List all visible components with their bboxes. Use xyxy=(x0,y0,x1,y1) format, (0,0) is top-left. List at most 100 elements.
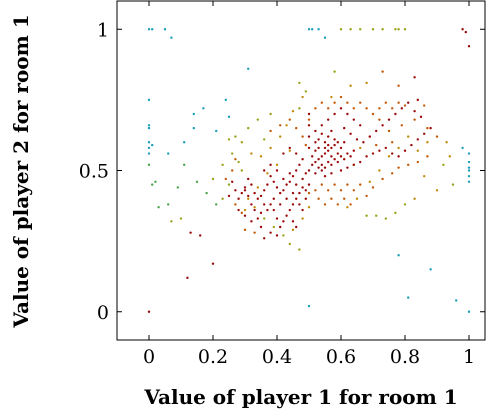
scatter-point xyxy=(323,203,327,206)
scatter-point xyxy=(467,152,471,155)
x-tick-label: 0 xyxy=(143,346,155,368)
scatter-point xyxy=(362,141,365,144)
scatter-point xyxy=(269,146,272,150)
scatter-point xyxy=(263,169,266,172)
scatter-point xyxy=(307,183,311,186)
scatter-point xyxy=(307,206,311,209)
scatter-point xyxy=(403,28,407,31)
scatter-point xyxy=(359,124,362,127)
scatter-point xyxy=(288,149,291,152)
scatter-point xyxy=(394,211,397,215)
scatter-point xyxy=(423,104,426,107)
x-axis-title: Value of player 1 for room 1 xyxy=(143,385,457,409)
scatter-point xyxy=(291,220,295,223)
scatter-point xyxy=(461,28,464,31)
scatter-point xyxy=(301,95,304,99)
scatter-point xyxy=(333,158,336,161)
scatter-point xyxy=(285,183,288,186)
scatter-point xyxy=(397,254,400,257)
scatter-point xyxy=(269,231,272,234)
scatter-point xyxy=(352,149,355,152)
scatter-point xyxy=(157,206,160,209)
scatter-point xyxy=(301,177,304,181)
scatter-point xyxy=(253,208,256,212)
scatter-point xyxy=(317,146,320,150)
scatter-point xyxy=(272,197,275,200)
scatter-point xyxy=(343,126,346,130)
scatter-point xyxy=(298,203,301,206)
scatter-point xyxy=(371,152,375,155)
scatter-point xyxy=(323,152,327,155)
scatter-point xyxy=(426,141,429,144)
scatter-point xyxy=(231,180,234,183)
scatter-point xyxy=(243,208,247,212)
scatter-point xyxy=(314,149,317,152)
scatter-point xyxy=(263,203,266,206)
scatter-point xyxy=(307,304,311,308)
scatter-point xyxy=(307,124,311,127)
scatter-point xyxy=(346,152,349,155)
scatter-point xyxy=(346,183,349,186)
scatter-point xyxy=(298,163,301,167)
scatter-point xyxy=(330,163,333,167)
scatter-point xyxy=(467,174,471,178)
scatter-point xyxy=(461,146,464,150)
scatter-point xyxy=(365,81,368,85)
scatter-point xyxy=(317,197,320,200)
scatter-point xyxy=(339,169,343,172)
scatter-point xyxy=(378,107,381,110)
scatter-point xyxy=(397,155,400,158)
scatter-point xyxy=(285,197,288,200)
scatter-point xyxy=(413,76,416,79)
scatter-point xyxy=(269,163,272,167)
scatter-point xyxy=(256,217,259,220)
scatter-point xyxy=(307,191,311,195)
scatter-point xyxy=(365,194,368,198)
scatter-point xyxy=(272,208,275,212)
scatter-point xyxy=(343,197,346,200)
scatter-point xyxy=(227,115,231,119)
scatter-point xyxy=(381,124,384,127)
scatter-point xyxy=(336,203,339,206)
scatter-point xyxy=(323,174,327,178)
scatter-point xyxy=(314,107,317,110)
scatter-point xyxy=(301,217,304,220)
scatter-point xyxy=(397,101,400,104)
scatter-point xyxy=(147,126,151,130)
scatter-point xyxy=(314,129,317,133)
scatter-point xyxy=(215,129,218,133)
scatter-point xyxy=(304,172,307,175)
scatter-point xyxy=(240,141,243,144)
scatter-point xyxy=(397,28,400,31)
scatter-point xyxy=(256,186,259,189)
scatter-point xyxy=(202,107,205,110)
scatter-point xyxy=(451,183,455,186)
scatter-point xyxy=(247,177,250,181)
y-tick-label: 0 xyxy=(97,302,109,324)
scatter-point xyxy=(147,152,151,155)
scatter-point xyxy=(381,28,384,31)
scatter-point xyxy=(291,191,295,195)
scatter-point xyxy=(295,169,298,172)
y-tick-label: 1 xyxy=(97,19,109,41)
scatter-point xyxy=(317,158,320,161)
scatter-point xyxy=(291,203,295,206)
scatter-point xyxy=(307,118,311,121)
scatter-point xyxy=(339,189,343,192)
scatter-point xyxy=(234,189,237,192)
scatter-point xyxy=(378,118,381,121)
scatter-point xyxy=(371,186,375,189)
scatter-point xyxy=(467,310,471,313)
scatter-point xyxy=(295,126,298,130)
scatter-point xyxy=(237,208,240,212)
scatter-point xyxy=(288,172,291,175)
scatter-point xyxy=(269,203,272,206)
scatter-point xyxy=(234,135,237,138)
scatter-point xyxy=(352,118,355,121)
scatter-point xyxy=(151,143,154,147)
scatter-point xyxy=(320,183,323,186)
scatter-point xyxy=(387,129,391,133)
scatter-point xyxy=(298,81,301,85)
scatter-point xyxy=(311,155,314,158)
scatter-point xyxy=(295,225,298,229)
